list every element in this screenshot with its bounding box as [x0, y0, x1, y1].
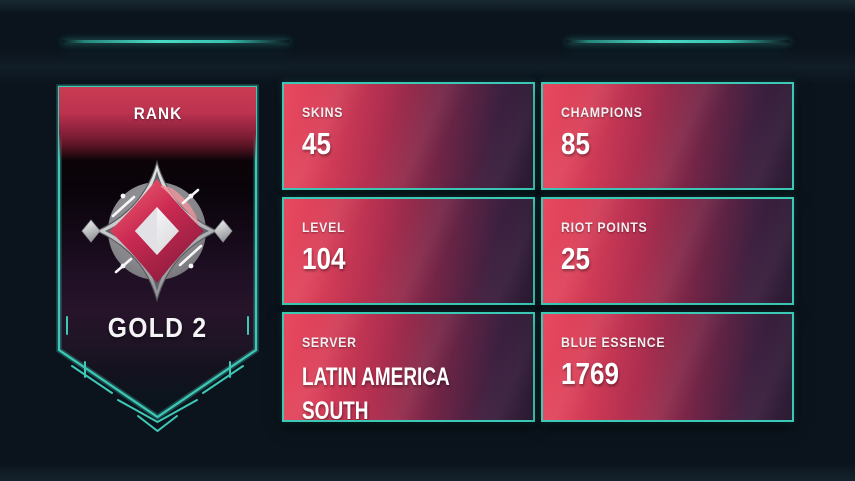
stat-label: CHAMPIONS: [561, 104, 643, 120]
stat-label: SERVER: [302, 334, 357, 350]
background-glow-bottom: [0, 463, 855, 481]
stat-label: LEVEL: [302, 219, 346, 235]
stat-label: RIOT POINTS: [561, 219, 648, 235]
stat-card-skins: SKINS 45: [282, 82, 535, 190]
stat-card-level: LEVEL 104: [282, 197, 535, 305]
stat-card-blue-essence: BLUE ESSENCE 1769: [541, 312, 794, 422]
rank-name: GOLD 2: [56, 312, 259, 344]
background-glow-band: [0, 50, 855, 84]
stat-value: 85: [561, 126, 590, 161]
rank-banner: RANK: [56, 84, 259, 446]
stat-value: LATIN AMERICA SOUTH: [302, 363, 450, 422]
stat-label: BLUE ESSENCE: [561, 334, 666, 350]
stat-value: 1769: [561, 356, 619, 391]
rank-header-label: RANK: [133, 104, 182, 123]
rank-header: RANK: [59, 87, 256, 161]
divider-line-left: [62, 40, 290, 43]
rank-emblem-icon: [81, 159, 233, 303]
background-glow-top: [0, 0, 855, 14]
rank-name-label: GOLD 2: [107, 312, 208, 343]
stat-value: 25: [561, 241, 590, 276]
stat-label: SKINS: [302, 104, 344, 120]
stats-grid: SKINS 45 CHAMPIONS 85 LEVEL 104 RIOT POI…: [282, 82, 794, 422]
stat-value: 45: [302, 126, 331, 161]
stat-card-champions: CHAMPIONS 85: [541, 82, 794, 190]
stat-card-server: SERVER LATIN AMERICA SOUTH: [282, 312, 535, 422]
stat-card-riot-points: RIOT POINTS 25: [541, 197, 794, 305]
stat-value: 104: [302, 241, 346, 276]
divider-line-right: [566, 40, 790, 43]
